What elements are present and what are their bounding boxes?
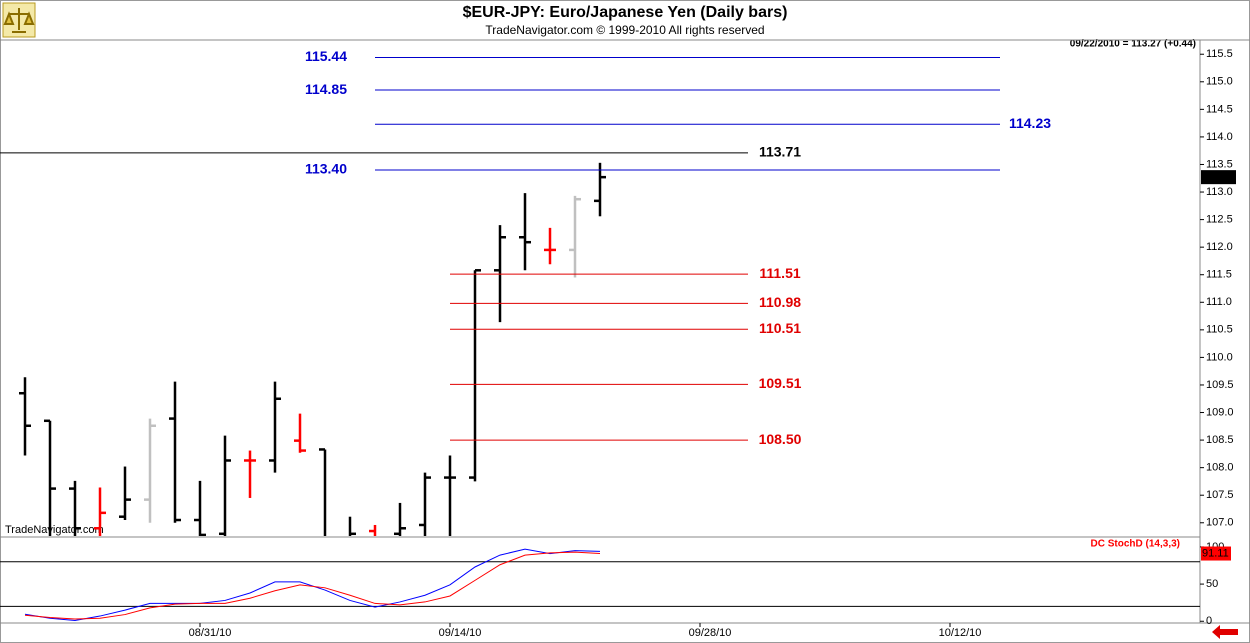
info-text: 09/22/2010 = 113.27 (+0.44) bbox=[1070, 39, 1196, 50]
y-tick-label: 108.0 bbox=[1206, 462, 1234, 474]
x-tick-label: 09/14/10 bbox=[439, 627, 482, 639]
y-tick-label: 0 bbox=[1206, 615, 1212, 627]
y-tick-label: 112.5 bbox=[1206, 214, 1233, 226]
level-label: 110.98 bbox=[759, 294, 801, 310]
x-tick-label: 08/31/10 bbox=[189, 627, 232, 639]
y-tick-label: 115.5 bbox=[1206, 48, 1233, 60]
y-tick-label: 113.5 bbox=[1206, 158, 1233, 170]
y-tick-label: 114.0 bbox=[1206, 131, 1233, 143]
logo bbox=[2, 2, 36, 38]
y-tick-label: 114.5 bbox=[1206, 103, 1233, 115]
y-tick-label: 113.0 bbox=[1206, 186, 1233, 198]
y-tick-label: 109.5 bbox=[1206, 379, 1234, 391]
y-tick-label: 115.0 bbox=[1206, 76, 1233, 88]
level-label: 113.40 bbox=[305, 161, 347, 177]
chart-subtitle: TradeNavigator.com © 1999-2010 All right… bbox=[485, 23, 764, 37]
level-label: 108.50 bbox=[759, 431, 802, 447]
level-label: 109.51 bbox=[759, 375, 802, 391]
last-price-box bbox=[1201, 170, 1236, 185]
last-stoch-box bbox=[1201, 546, 1231, 561]
stoch-line bbox=[24, 551, 601, 620]
level-label: 110.51 bbox=[759, 320, 801, 336]
last-stoch: 91.11 bbox=[1202, 547, 1229, 559]
y-tick-label: 110.0 bbox=[1206, 351, 1233, 363]
x-tick-label: 10/12/10 bbox=[939, 627, 982, 639]
annotations: 107.0 107.5 108.0 108.5 109.0 109.5 110.0 110.5… bbox=[0, 48, 1236, 639]
level-label: 111.51 bbox=[759, 265, 800, 281]
y-tick-label: 107.0 bbox=[1206, 517, 1234, 529]
stoch-plot bbox=[0, 548, 1200, 622]
watermark: TradeNavigator.com bbox=[5, 524, 104, 536]
y-tick-label: 107.5 bbox=[1206, 489, 1234, 501]
last-price: 113.27 bbox=[1203, 171, 1236, 183]
x-tick-label: 09/28/10 bbox=[689, 627, 732, 639]
y-tick-label: 50 bbox=[1206, 578, 1218, 590]
level-label: 113.71 bbox=[759, 144, 801, 160]
y-tick-label: 111.5 bbox=[1206, 269, 1232, 281]
level-label: 114.85 bbox=[305, 81, 347, 97]
y-tick-label: 111.0 bbox=[1206, 296, 1232, 308]
y-tick-label: 108.5 bbox=[1206, 434, 1234, 446]
y-tick-label: 110.5 bbox=[1206, 324, 1233, 336]
y-tick-label: 109.0 bbox=[1206, 406, 1234, 418]
y-tick-label: 112.0 bbox=[1206, 241, 1233, 253]
scroll-arrow[interactable] bbox=[1212, 625, 1238, 639]
indicator-title: DC StochD (14,3,3) bbox=[1091, 539, 1180, 550]
price-plot bbox=[19, 162, 606, 536]
level-label: 115.44 bbox=[305, 48, 347, 64]
level-label: 114.23 bbox=[1009, 115, 1051, 131]
chart-title: $EUR-JPY: Euro/Japanese Yen (Daily bars) bbox=[463, 4, 788, 21]
